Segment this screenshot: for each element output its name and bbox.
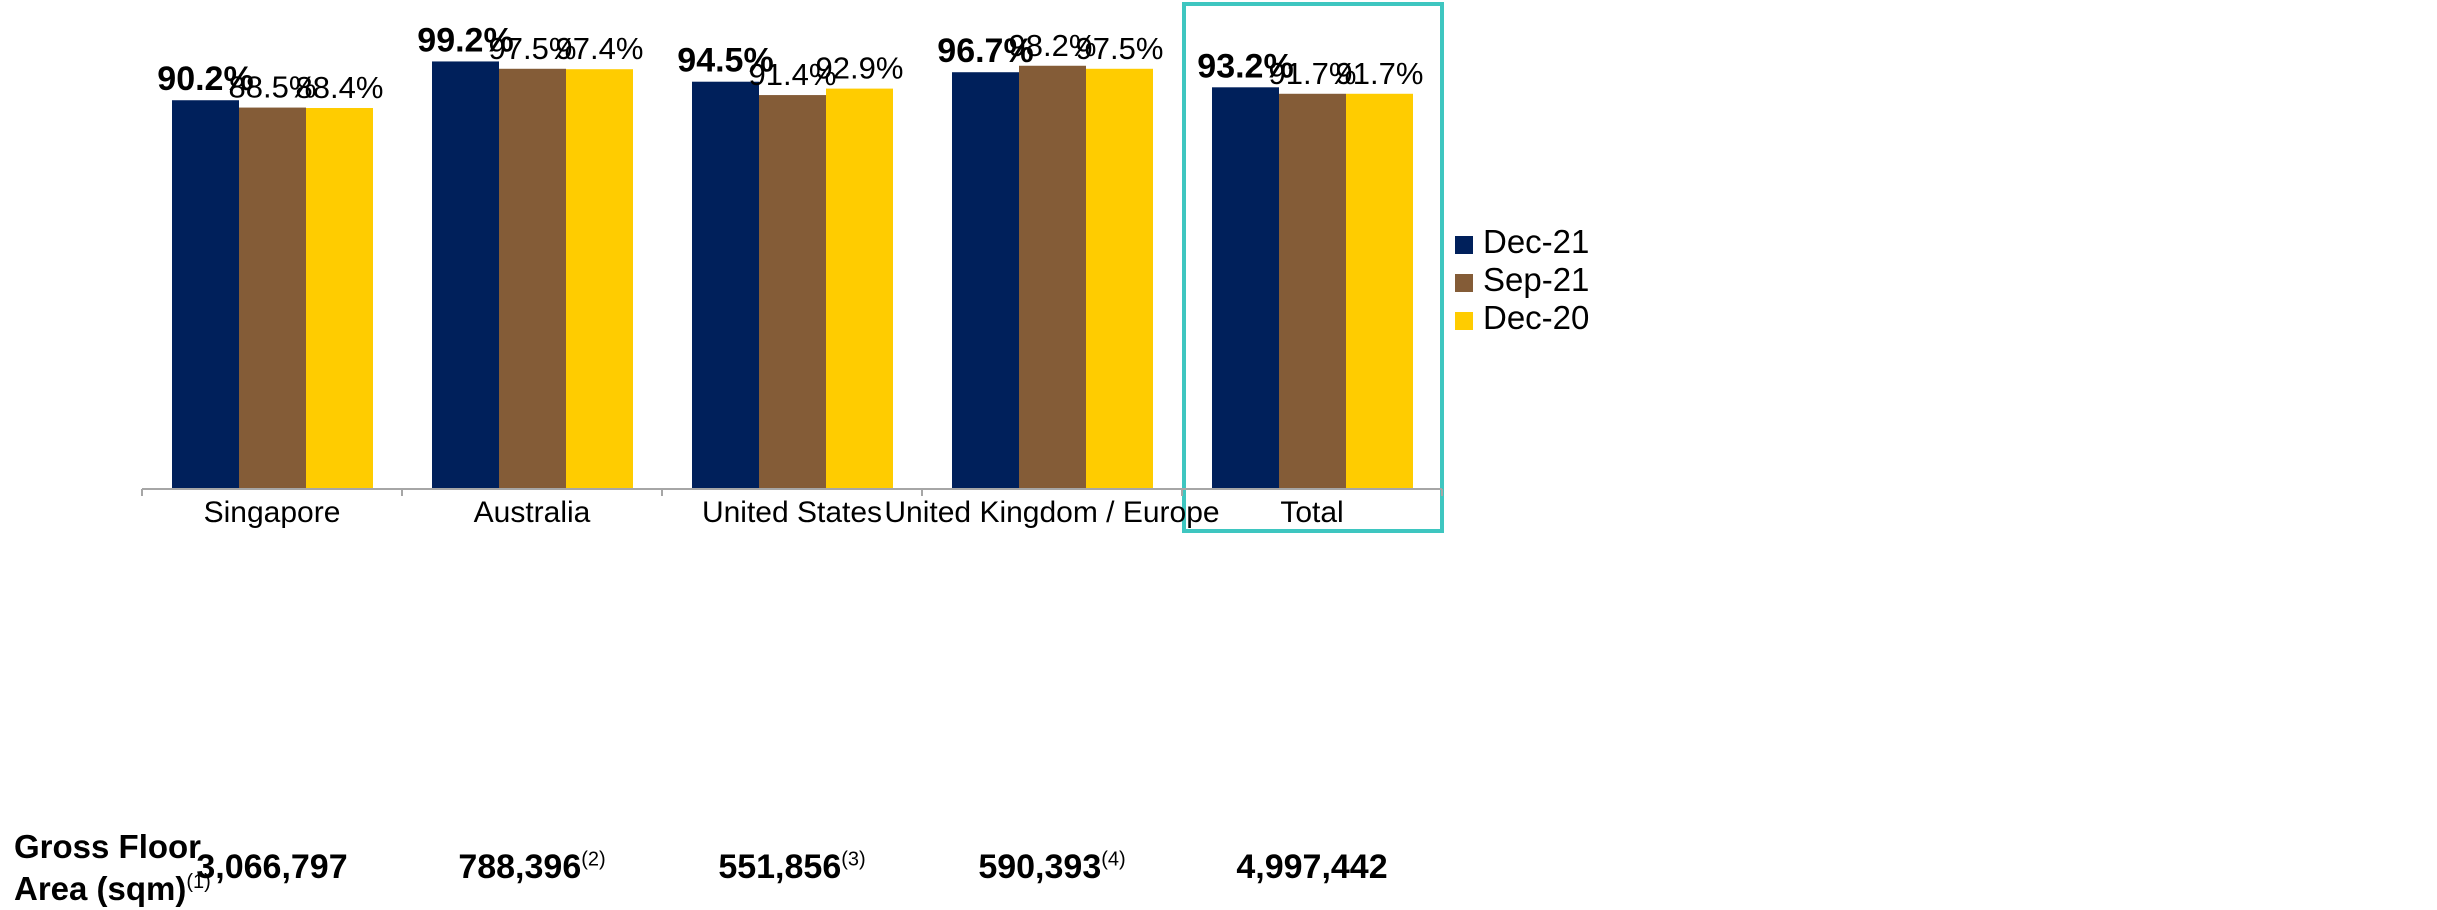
legend-swatch <box>1455 236 1473 254</box>
category-label: United Kingdom / Europe <box>884 496 1219 529</box>
data-label: 97.5% <box>489 31 577 66</box>
gfa-number: 3,066,797 <box>196 848 348 886</box>
data-label: 93.2% <box>1197 47 1293 85</box>
bar-sep-21-australia <box>499 68 566 490</box>
legend-label: Sep-21 <box>1483 261 1589 298</box>
gross-floor-area-title: Gross Floor Area (sqm)(1) <box>14 826 211 910</box>
data-label: 99.2% <box>417 21 513 59</box>
gfa-title-line1: Gross Floor <box>14 828 202 865</box>
gfa-value: 4,997,442 <box>1236 848 1387 887</box>
gfa-number: 551,856 <box>718 848 842 886</box>
data-label: 88.4% <box>296 70 384 105</box>
total-highlight-box <box>1182 2 1444 533</box>
data-label: 98.2% <box>1009 28 1097 63</box>
bar-sep-21-singapore <box>239 107 306 489</box>
bars-layer <box>172 61 1413 490</box>
gfa-note: (3) <box>841 848 866 871</box>
data-label: 97.4% <box>556 31 644 66</box>
category-label: Total <box>1280 496 1343 529</box>
gfa-note: (4) <box>1101 848 1126 871</box>
data-label: 88.5% <box>229 70 317 105</box>
gfa-value: 788,396(2) <box>458 848 605 887</box>
gfa-note: (2) <box>581 848 606 871</box>
legend-swatch <box>1455 312 1473 330</box>
category-label: Singapore <box>204 496 341 529</box>
gfa-number: 4,997,442 <box>1236 848 1388 886</box>
data-label: 91.4% <box>749 57 837 92</box>
bar-dec-21-united-states <box>692 81 759 489</box>
bar-dec-20-singapore <box>306 107 373 489</box>
legend-swatch <box>1455 274 1473 292</box>
bar-dec-20-united-kingdom-europe <box>1086 68 1153 490</box>
data-label: 90.2% <box>157 60 253 98</box>
gfa-title-line2: Area (sqm) <box>14 870 187 907</box>
gfa-number: 788,396 <box>458 848 582 886</box>
bar-dec-20-united-states <box>826 88 893 489</box>
data-label: 96.7% <box>937 32 1033 70</box>
bar-dec-21-united-kingdom-europe <box>952 72 1019 490</box>
bar-dec-20-total <box>1346 93 1413 489</box>
bar-sep-21-total <box>1279 93 1346 489</box>
category-label: Australia <box>474 496 591 529</box>
bar-dec-20-australia <box>566 69 633 490</box>
value-labels-layer: 90.2%88.5%88.4%99.2%97.5%97.4% 94.5%91.4%… <box>157 21 1423 105</box>
gfa-title-note: (1) <box>186 871 211 893</box>
bar-dec-21-singapore <box>172 100 239 489</box>
gfa-value: 590,393(4) <box>978 848 1125 887</box>
bar-dec-21-total <box>1212 87 1279 490</box>
data-label: 94.5% <box>677 42 773 80</box>
legend-label: Dec-21 <box>1483 223 1589 260</box>
data-label: 92.9% <box>816 51 904 86</box>
bar-dec-21-australia <box>432 61 499 490</box>
bar-sep-21-united-kingdom-europe <box>1019 65 1086 490</box>
data-label: 91.7% <box>1336 56 1424 91</box>
category-label: United States <box>702 496 882 529</box>
gfa-value: 3,066,797 <box>196 848 347 887</box>
x-axis: Singapore Australia United States United Ki… <box>141 488 1443 529</box>
data-label: 97.5% <box>1076 31 1164 66</box>
legend-label: Dec-20 <box>1483 299 1589 336</box>
data-label: 91.7% <box>1269 56 1357 91</box>
bar-sep-21-united-states <box>759 95 826 489</box>
gfa-number: 590,393 <box>978 848 1102 886</box>
gfa-value: 551,856(3) <box>718 848 865 887</box>
